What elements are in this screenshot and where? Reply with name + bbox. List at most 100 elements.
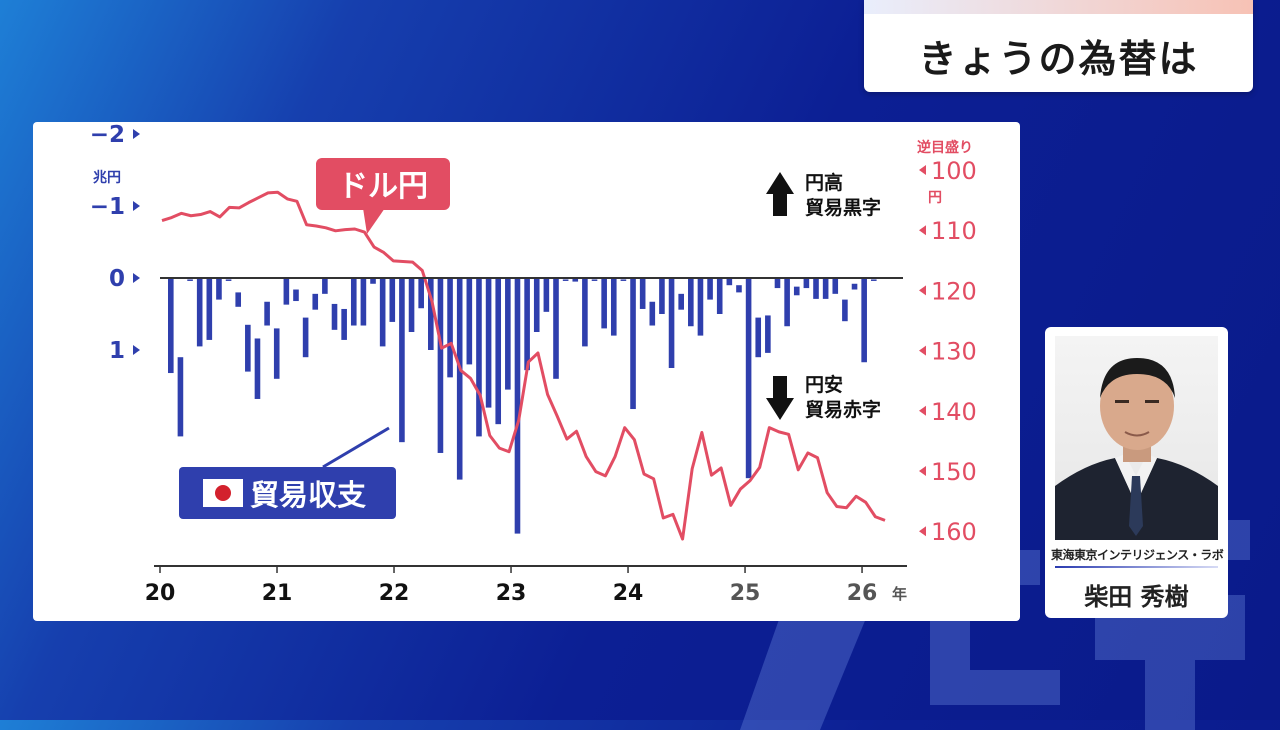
right-tick-arrow xyxy=(919,526,926,537)
trade-balance-bar xyxy=(264,301,270,326)
trade-balance-bar xyxy=(331,303,338,330)
yen-weak-label: 円安 xyxy=(805,373,843,396)
trade-balance-bar xyxy=(707,278,713,300)
right-axis-unit: 円 xyxy=(928,190,942,206)
trade-balance-bar xyxy=(822,278,829,299)
trade-balance-bar xyxy=(765,315,771,353)
x-tick-label: 22 xyxy=(379,581,410,606)
arrow-up-icon xyxy=(766,172,794,216)
trade-balance-bar xyxy=(312,293,319,310)
trade-balance-bar xyxy=(649,301,656,326)
trade-balance-bar xyxy=(591,279,598,281)
right-tick-label: 130 xyxy=(931,338,977,366)
trade-balance-bar xyxy=(784,278,790,327)
trade-balance-bar xyxy=(639,278,646,309)
trade-balance-bar xyxy=(630,278,636,410)
trade-balance-bar xyxy=(688,278,694,327)
trade-balance-bar xyxy=(803,278,810,289)
trade-balance-bar xyxy=(610,278,617,336)
guest-card: 東海東京インテリジェンス・ラボ 柴田 秀樹 xyxy=(1045,327,1228,618)
trade-balance-bar xyxy=(533,278,540,332)
left-tick-label: −2 xyxy=(90,122,125,148)
trade-balance-bar xyxy=(254,338,261,399)
left-tick-arrow xyxy=(133,273,140,283)
trade-balance-bar xyxy=(360,278,367,326)
guest-photo xyxy=(1055,336,1218,540)
trade-balance-bar xyxy=(668,278,675,368)
x-axis-unit: 年 xyxy=(892,585,907,603)
x-tick-label: 23 xyxy=(496,581,527,606)
usdjpy-callout-pointer xyxy=(363,208,385,234)
trade-balance-bar xyxy=(418,278,424,309)
right-tick-arrow xyxy=(919,225,926,236)
trade-balance-bar xyxy=(678,293,684,310)
trade-balance-bar xyxy=(813,278,819,299)
trade-balance-bar xyxy=(168,278,174,374)
trade-balance-bar xyxy=(245,324,251,372)
trade-balance-bar xyxy=(601,278,607,329)
trade-balance-bar xyxy=(572,278,579,282)
x-tick-label: 26 xyxy=(847,581,878,606)
trade-balance-bar xyxy=(745,278,752,479)
x-tick-label: 21 xyxy=(262,581,293,606)
right-tick-arrow xyxy=(919,345,926,356)
right-tick-arrow xyxy=(919,466,926,476)
trade-deficit-label: 貿易赤字 xyxy=(805,398,881,421)
trade-balance-bar xyxy=(485,278,492,408)
trade-balance-bar xyxy=(514,278,521,534)
trade-balance-bar xyxy=(447,278,453,378)
trade-surplus-label: 貿易黒字 xyxy=(805,196,881,219)
trade-balance-bar xyxy=(861,278,867,363)
trade-balance-bar xyxy=(697,278,704,336)
trade-balance-bar xyxy=(870,279,877,281)
trade-balance-bar xyxy=(495,278,502,425)
x-tick-label: 24 xyxy=(613,581,644,606)
left-tick-arrow xyxy=(133,201,140,211)
guest-divider xyxy=(1055,566,1218,568)
right-tick-label: 140 xyxy=(931,398,977,426)
trade-balance-bar xyxy=(466,278,473,365)
trade-balance-bar xyxy=(196,278,203,347)
headline-box: きょうの為替は xyxy=(864,0,1253,92)
trade-balance-bar xyxy=(543,278,550,312)
yen-strong-label: 円高 xyxy=(805,171,843,194)
trade-balance-bar xyxy=(716,278,723,314)
trade-balance-bar xyxy=(793,286,800,296)
trade-balance-bar xyxy=(389,278,396,322)
right-tick-arrow xyxy=(919,165,926,175)
left-tick-label: 1 xyxy=(109,338,125,364)
headline-accent-strip xyxy=(864,0,1253,14)
trade-callout-pointer xyxy=(322,426,390,469)
left-tick-label: 0 xyxy=(109,266,125,292)
trade-balance-bar xyxy=(341,308,347,340)
trade-balance-bar xyxy=(505,278,511,390)
trade-balance-bar xyxy=(379,278,386,347)
usdjpy-callout-box xyxy=(316,158,450,210)
right-tick-label: 150 xyxy=(931,458,977,486)
trade-balance-bar xyxy=(851,283,858,290)
trade-balance-bar xyxy=(399,278,405,443)
usdjpy-line xyxy=(161,190,886,541)
trade-balance-bar xyxy=(187,279,193,281)
right-tick-arrow xyxy=(919,285,926,296)
trade-balance-bar xyxy=(726,278,733,286)
trade-balance-bar xyxy=(832,278,839,294)
japan-flag-sun xyxy=(215,485,231,501)
left-tick-label: −1 xyxy=(90,194,125,220)
trade-balance-bar xyxy=(283,278,290,305)
trade-balance-bar xyxy=(408,278,415,332)
trade-callout-label: 貿易収支 xyxy=(250,478,366,512)
x-tick-label: 25 xyxy=(730,581,761,606)
right-tick-label: 100 xyxy=(931,157,977,185)
usdjpy-callout-label: ドル円 xyxy=(338,169,428,204)
trade-balance-bar xyxy=(322,278,328,294)
trade-balance-bar xyxy=(437,278,444,453)
trade-balance-bar xyxy=(206,278,213,340)
trade-balance-bar xyxy=(302,317,309,358)
right-axis-title: 逆目盛り xyxy=(917,139,973,156)
trade-balance-bar xyxy=(216,278,222,300)
trade-balance-bar xyxy=(476,278,482,437)
trade-balance-bar xyxy=(774,278,781,289)
guest-organization: 東海東京インテリジェンス・ラボ xyxy=(1051,548,1224,562)
trade-balance-bar xyxy=(659,278,665,314)
